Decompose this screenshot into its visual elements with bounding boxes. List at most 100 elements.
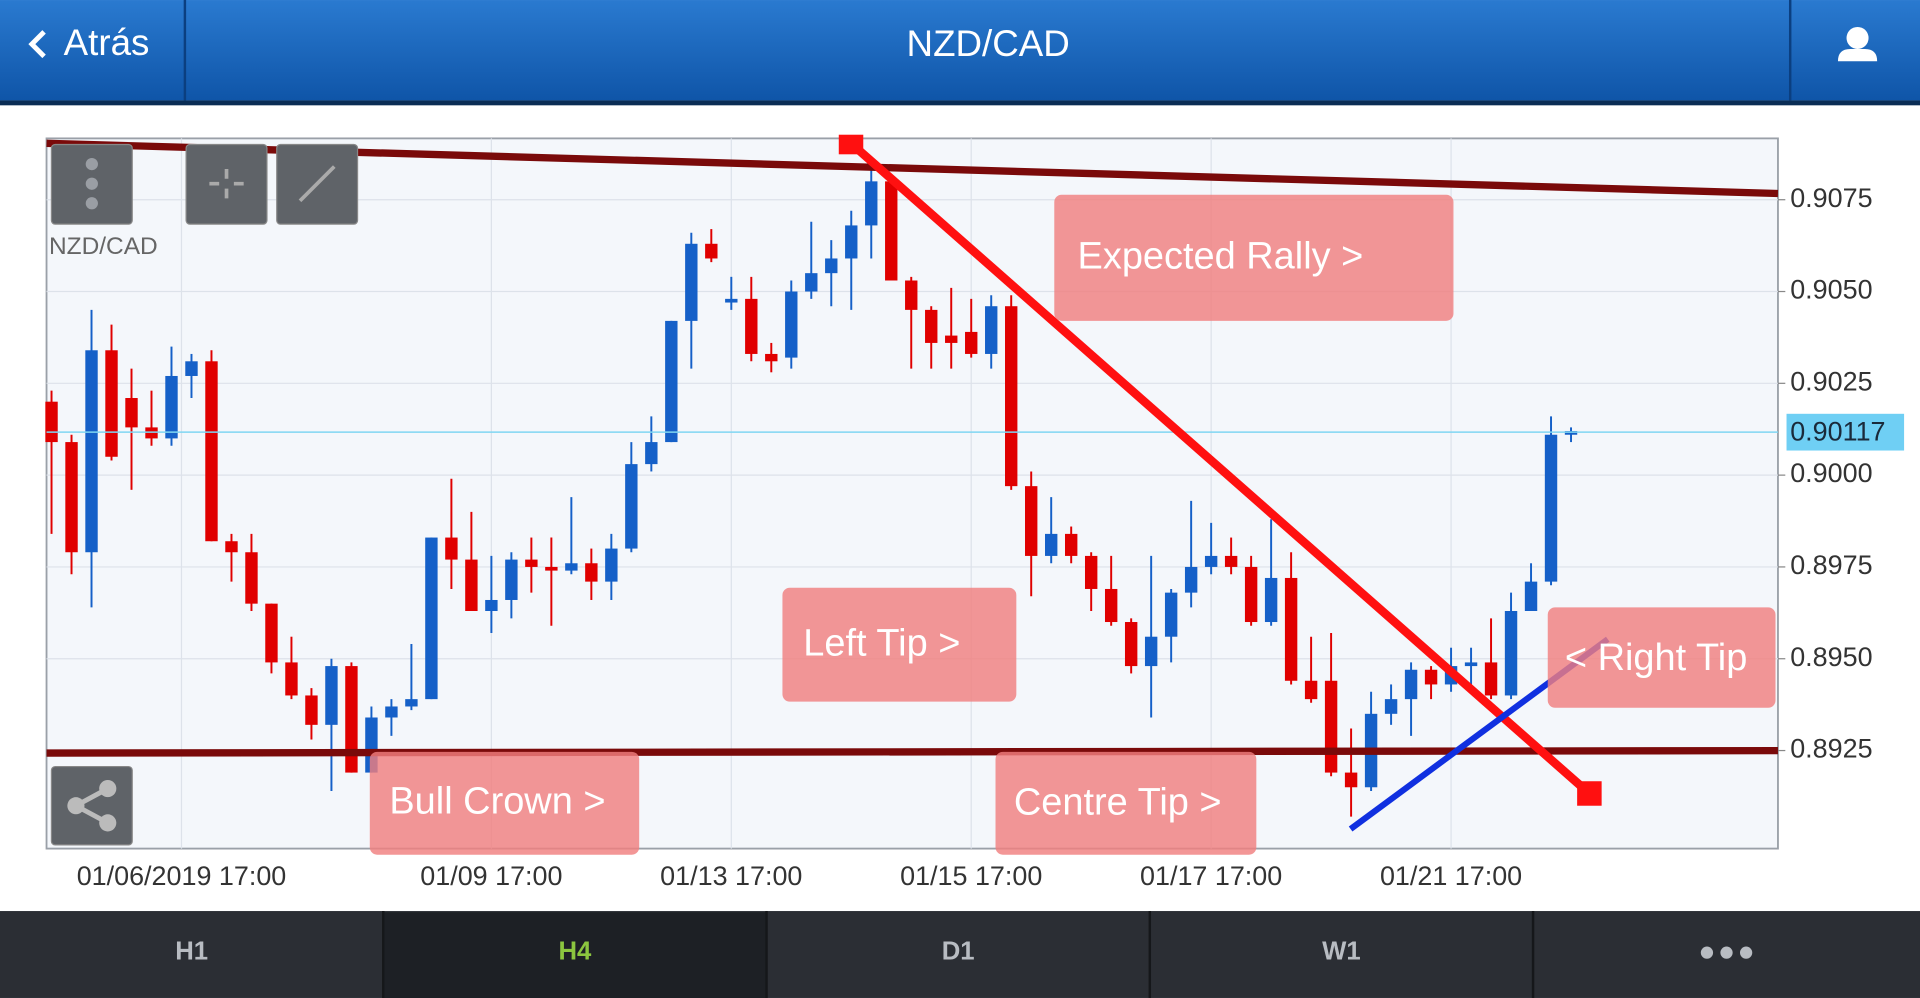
candle-body [425, 537, 438, 700]
x-tick-label: 01/09 17:00 [420, 861, 562, 891]
candle-body [1424, 669, 1438, 685]
candle-body [925, 309, 938, 343]
candle-body [185, 361, 198, 376]
candle-body [105, 350, 118, 457]
candle-body [705, 243, 718, 259]
candle-body [1384, 699, 1398, 714]
candle-body [1524, 581, 1538, 612]
candle-body [205, 361, 218, 542]
crosshair-button[interactable] [185, 143, 268, 225]
candle-body [845, 225, 858, 259]
symbol-label: NZD/CAD [49, 233, 158, 260]
share-dot [99, 814, 117, 832]
annotation-box [369, 751, 640, 855]
candle-body [325, 666, 338, 725]
dot [1740, 946, 1753, 959]
candle-body [65, 442, 78, 553]
candle-body [1344, 772, 1358, 788]
y-tick-label: 0.8975 [1790, 550, 1872, 580]
x-tick-label: 01/15 17:00 [900, 861, 1042, 891]
y-tick-label: 0.9050 [1790, 275, 1872, 305]
candle-body [885, 181, 898, 281]
candle-body [405, 699, 418, 707]
candle-body [1324, 680, 1338, 773]
dot [85, 197, 98, 210]
timeframe-tab[interactable]: H1 [175, 937, 208, 965]
annotation-box [1054, 194, 1454, 321]
timeframe-tab[interactable]: W1 [1322, 937, 1361, 965]
user-icon[interactable] [1837, 26, 1878, 62]
y-tick-label: 0.9000 [1790, 458, 1872, 488]
header: Atrás NZD/CAD [0, 0, 1920, 106]
candle-body [805, 273, 818, 292]
share-dot [99, 780, 117, 798]
candle-body [1025, 486, 1038, 556]
current-price-box [1786, 413, 1905, 451]
candle-body [1184, 566, 1198, 593]
share-button[interactable] [50, 765, 133, 846]
candle-body [445, 537, 458, 560]
dot [85, 177, 98, 190]
more-button[interactable] [1700, 946, 1753, 959]
candle-body [165, 375, 178, 439]
candle-body [1005, 306, 1018, 487]
tool-bg [185, 143, 268, 225]
x-tick-label: 01/13 17:00 [660, 861, 802, 891]
x-tick-label: 01/06/2019 17:00 [77, 861, 287, 891]
crosshair [209, 169, 244, 199]
candle-body [1204, 555, 1218, 567]
candle-body [85, 350, 98, 553]
trend-line[interactable] [848, 140, 1593, 797]
support-line[interactable] [46, 746, 1778, 757]
candle-body [785, 291, 798, 358]
header-bar [0, 0, 1920, 101]
footer-bar [0, 911, 1920, 998]
candles [45, 170, 1578, 817]
candle-body [965, 331, 978, 354]
candle-body [1144, 636, 1158, 667]
tool-bg [50, 765, 133, 846]
candle-body [1084, 555, 1098, 589]
candle-body [385, 706, 398, 718]
dot [1720, 946, 1733, 959]
y-tick-label: 0.9075 [1790, 183, 1872, 213]
candle-body [1284, 577, 1298, 681]
annotation: Left Tip > [803, 622, 960, 664]
trend-handle[interactable] [838, 134, 864, 155]
candle-body [645, 442, 658, 465]
candle-body [545, 566, 558, 571]
annotation-box [782, 587, 1017, 702]
current-price-label: 0.90117 [1790, 416, 1885, 446]
share-dot [67, 797, 85, 815]
back-button[interactable]: Atrás [28, 22, 150, 63]
candle-body [1244, 566, 1258, 623]
candle-body [685, 243, 698, 321]
candle-body [305, 695, 318, 725]
candle-body [245, 552, 258, 604]
trend-handle[interactable] [1577, 781, 1602, 806]
annotation-box [1547, 607, 1776, 708]
footer: H1 H4 D1 W1 [0, 911, 1920, 998]
annotation: Centre Tip > [1014, 782, 1222, 824]
candle-body [585, 563, 598, 582]
candle-body [125, 398, 138, 428]
annotation: Bull Crown > [389, 780, 605, 822]
candle-body [1464, 662, 1478, 667]
timeframe-tab[interactable]: H4 [558, 937, 592, 965]
y-tick-label: 0.8950 [1790, 642, 1872, 672]
header-border [0, 100, 1920, 106]
dot [85, 157, 98, 171]
candle-body [1504, 611, 1518, 696]
back-label[interactable]: Atrás [64, 22, 150, 63]
candle-body [765, 353, 778, 362]
candle-body [945, 335, 958, 343]
line-icon [298, 165, 336, 203]
candle-body [1304, 680, 1318, 700]
line-tool-button[interactable] [276, 143, 359, 225]
menu-button[interactable] [50, 143, 133, 225]
candle-body [605, 548, 618, 582]
y-tick-label: 0.8925 [1790, 734, 1872, 764]
timeframe-tab[interactable]: D1 [942, 937, 975, 965]
candle-body [345, 666, 358, 773]
candle-body [1264, 577, 1278, 623]
